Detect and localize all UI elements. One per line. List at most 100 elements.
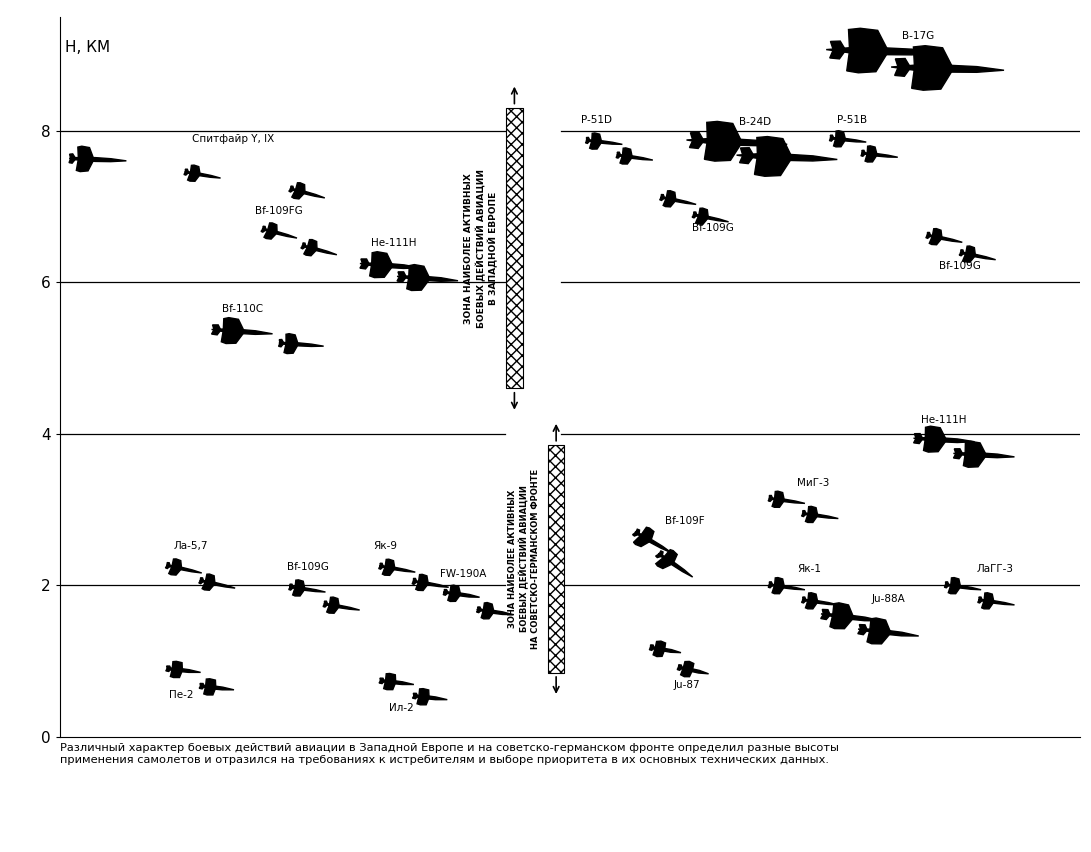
Polygon shape: [477, 607, 481, 613]
Text: Пе-2: Пе-2: [169, 690, 194, 700]
Polygon shape: [166, 562, 170, 568]
Text: P-51D: P-51D: [582, 115, 612, 124]
Polygon shape: [859, 629, 919, 636]
Polygon shape: [678, 667, 708, 674]
Polygon shape: [696, 208, 708, 224]
Polygon shape: [959, 250, 964, 256]
Text: Ju-87: Ju-87: [674, 680, 700, 690]
Polygon shape: [289, 586, 325, 592]
Polygon shape: [913, 437, 974, 442]
Text: Ju-88A: Ju-88A: [872, 595, 906, 604]
Polygon shape: [169, 559, 181, 575]
Polygon shape: [170, 661, 182, 677]
Text: B-17G: B-17G: [902, 32, 934, 41]
Text: Н, КМ: Н, КМ: [64, 40, 110, 55]
Polygon shape: [656, 550, 678, 568]
Polygon shape: [913, 434, 923, 444]
Polygon shape: [945, 584, 981, 590]
Polygon shape: [166, 666, 171, 671]
Polygon shape: [649, 645, 655, 650]
Polygon shape: [656, 551, 663, 557]
Polygon shape: [663, 191, 676, 207]
Text: He-111H: He-111H: [921, 415, 967, 425]
Polygon shape: [412, 694, 418, 699]
Polygon shape: [261, 227, 266, 232]
Polygon shape: [820, 609, 830, 619]
Polygon shape: [589, 133, 601, 149]
Polygon shape: [304, 239, 317, 256]
Polygon shape: [301, 243, 305, 249]
Polygon shape: [769, 498, 805, 504]
Polygon shape: [960, 252, 996, 260]
Polygon shape: [912, 46, 954, 90]
Polygon shape: [443, 590, 448, 596]
Text: B-24D: B-24D: [739, 117, 771, 127]
Polygon shape: [802, 600, 838, 605]
Polygon shape: [397, 272, 406, 282]
Polygon shape: [768, 496, 772, 502]
Polygon shape: [200, 685, 233, 690]
Polygon shape: [70, 158, 127, 162]
Polygon shape: [830, 41, 846, 59]
Text: FW-190A: FW-190A: [441, 569, 487, 579]
Polygon shape: [963, 441, 986, 467]
Polygon shape: [284, 334, 298, 354]
Text: P-51B: P-51B: [837, 115, 867, 124]
Polygon shape: [616, 153, 621, 158]
Polygon shape: [924, 426, 947, 452]
Polygon shape: [290, 188, 325, 198]
Polygon shape: [658, 554, 693, 577]
Polygon shape: [204, 679, 216, 695]
Polygon shape: [380, 680, 413, 684]
Polygon shape: [895, 59, 911, 77]
Text: ЗОНА НАИБОЛЕЕ АКТИВНЫХ
БОЕВЫХ ДЕЙСТВИЙ АВИАЦИИ
В ЗАПАДНОЙ ЕВРОПЕ: ЗОНА НАИБОЛЕЕ АКТИВНЫХ БОЕВЫХ ДЕЙСТВИЙ А…: [465, 169, 499, 328]
Polygon shape: [945, 582, 949, 588]
Polygon shape: [926, 233, 931, 239]
Polygon shape: [768, 582, 772, 588]
Polygon shape: [289, 186, 293, 192]
Polygon shape: [693, 215, 729, 222]
Polygon shape: [772, 578, 784, 594]
Polygon shape: [360, 259, 369, 269]
Polygon shape: [681, 661, 694, 676]
Polygon shape: [413, 695, 447, 699]
Polygon shape: [616, 154, 652, 160]
Text: МиГ-3: МиГ-3: [798, 479, 829, 488]
Polygon shape: [407, 265, 430, 291]
Polygon shape: [982, 593, 994, 609]
Polygon shape: [69, 154, 75, 164]
Polygon shape: [412, 581, 448, 587]
Polygon shape: [867, 618, 891, 644]
Polygon shape: [802, 597, 806, 603]
Polygon shape: [660, 197, 696, 204]
Text: He-111H: He-111H: [371, 239, 416, 248]
Polygon shape: [858, 625, 867, 635]
Polygon shape: [962, 246, 975, 262]
Polygon shape: [379, 678, 384, 683]
Polygon shape: [412, 579, 417, 584]
Text: Bf-110C: Bf-110C: [223, 304, 263, 314]
Polygon shape: [979, 600, 1015, 605]
Polygon shape: [184, 171, 220, 178]
Polygon shape: [326, 597, 339, 613]
Polygon shape: [586, 140, 622, 144]
Polygon shape: [635, 532, 672, 553]
Polygon shape: [212, 329, 273, 334]
Polygon shape: [76, 147, 94, 171]
Polygon shape: [166, 565, 202, 573]
Text: Як-1: Як-1: [798, 564, 822, 574]
Polygon shape: [202, 574, 215, 590]
Polygon shape: [678, 665, 683, 671]
Polygon shape: [279, 343, 324, 347]
Text: Bf-109F: Bf-109F: [664, 516, 705, 527]
Polygon shape: [926, 235, 962, 242]
Text: Спитфайр Y, IX: Спитфайр Y, IX: [192, 135, 274, 144]
Polygon shape: [477, 609, 513, 614]
Polygon shape: [978, 597, 982, 603]
Polygon shape: [188, 165, 200, 181]
Polygon shape: [822, 614, 882, 621]
Polygon shape: [200, 683, 204, 689]
Polygon shape: [755, 136, 792, 176]
Polygon shape: [167, 668, 201, 672]
Polygon shape: [654, 641, 666, 657]
